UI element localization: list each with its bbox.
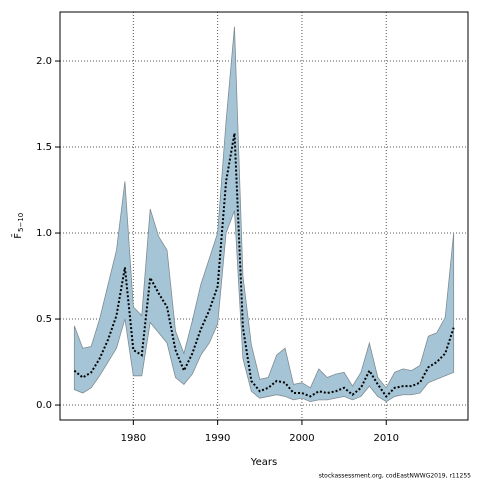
y-tick-label: 1.0 [36,228,52,239]
x-axis-label: Years [250,457,277,468]
plot-frame [59,11,469,421]
footnote: stockassessment.org, codEastNWWG2019, r1… [319,473,471,480]
x-tick-label: 1980 [121,433,146,444]
y-axis-label: F̄ [11,233,24,239]
x-tick-label: 2000 [289,433,314,444]
x-tick-label: 1990 [205,433,230,444]
confidence-band [73,26,455,403]
y-tick-label: 0.5 [36,314,52,325]
x-tick-label: 2010 [374,433,399,444]
y-tick-label: 0.0 [36,400,52,411]
y-axis-label-subscript: 5−10 [17,213,25,232]
y-axis-label-group: F̄ 5−10 [11,213,25,239]
y-tick-label: 1.5 [36,142,52,153]
y-tick-label: 2.0 [36,56,52,67]
